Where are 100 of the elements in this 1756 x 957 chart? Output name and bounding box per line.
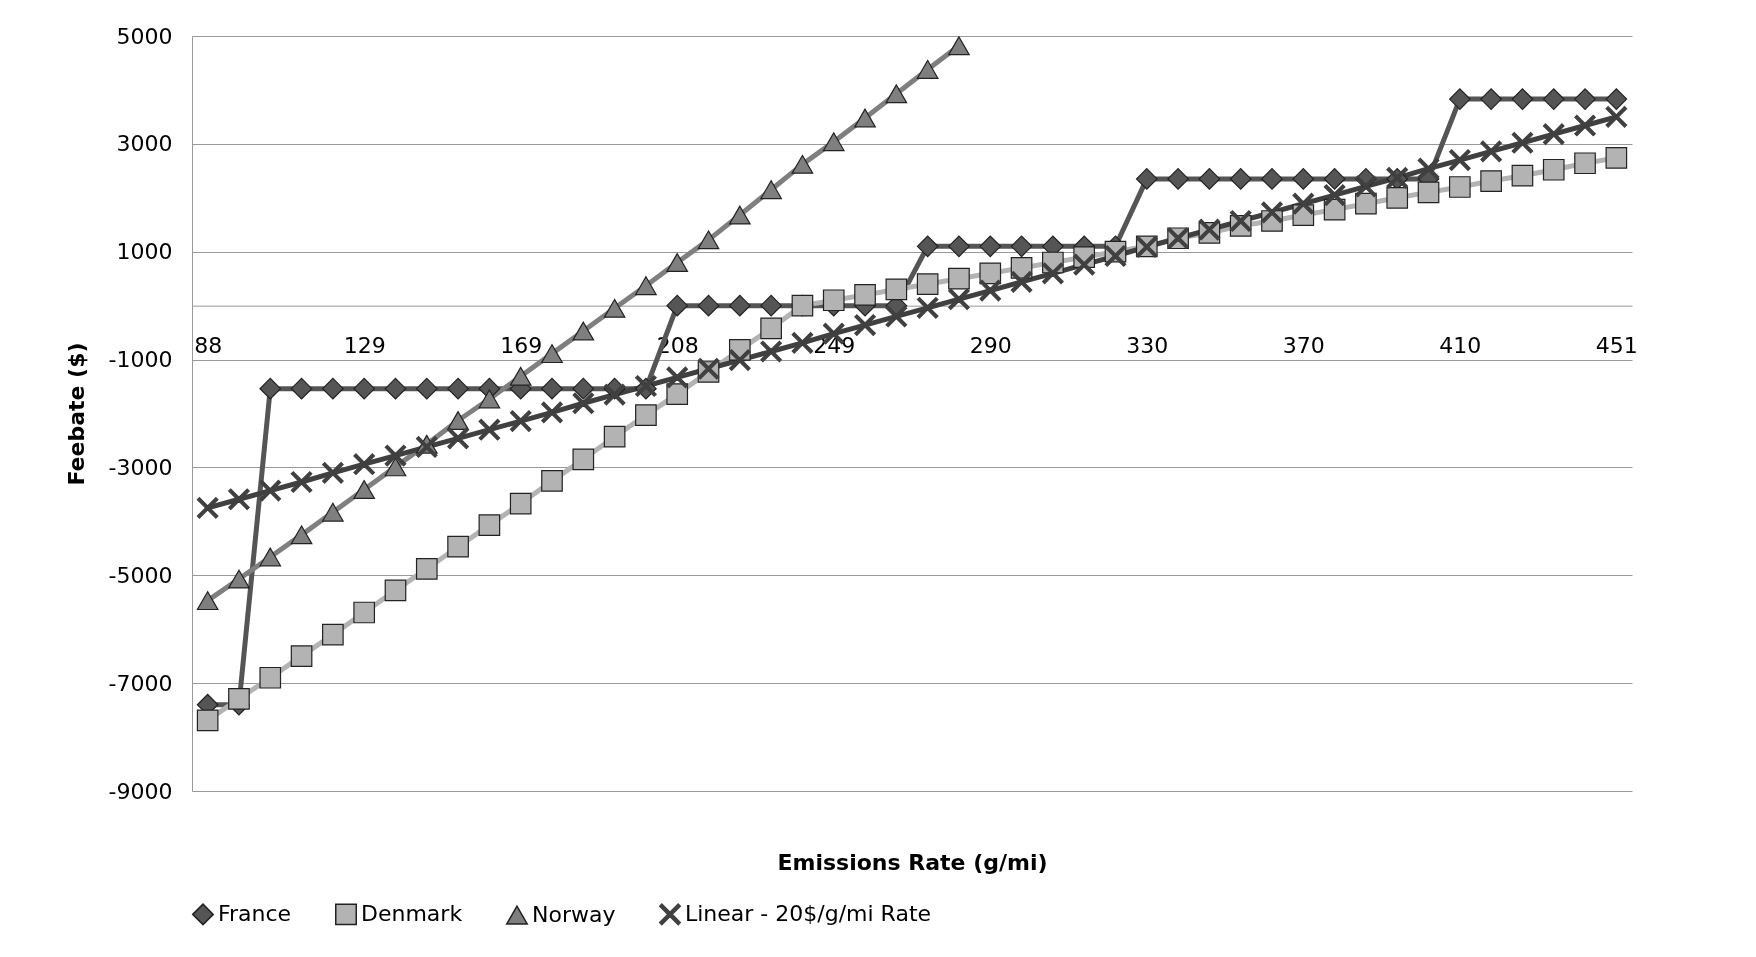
point [760, 340, 782, 363]
point [885, 278, 908, 301]
point [1605, 106, 1628, 128]
point [1042, 262, 1064, 285]
point [697, 230, 720, 250]
y-tick-label: -1000 [108, 347, 173, 373]
point [384, 444, 407, 467]
point [1417, 181, 1440, 204]
point [1511, 88, 1534, 110]
point [854, 108, 876, 128]
point [478, 389, 501, 409]
point [1261, 168, 1283, 190]
point [290, 525, 313, 545]
point [353, 480, 376, 500]
x-axis-title: Emissions Rate (g/mi) [777, 849, 1048, 875]
point [728, 349, 751, 371]
point [1542, 123, 1565, 145]
point [447, 427, 469, 450]
point [1605, 88, 1628, 110]
point [572, 321, 595, 341]
x-tick-label: 88 [194, 333, 223, 359]
y-axis-title: Feebate ($) [63, 342, 89, 486]
point [259, 666, 282, 689]
x-tick-label: 330 [1126, 333, 1169, 359]
point [509, 366, 532, 386]
point [666, 253, 689, 272]
point [259, 479, 282, 502]
point [603, 383, 626, 406]
point [1261, 201, 1283, 224]
point [384, 377, 407, 400]
point [603, 298, 626, 318]
point [791, 332, 814, 354]
point [541, 344, 563, 364]
point [1292, 192, 1315, 215]
point [948, 288, 970, 311]
point [885, 84, 908, 104]
point [1448, 149, 1471, 171]
point [1511, 131, 1534, 154]
point [1574, 114, 1596, 137]
point [541, 401, 563, 424]
point [822, 132, 845, 152]
point [509, 492, 532, 515]
point [259, 377, 282, 400]
point [1605, 147, 1628, 169]
point [885, 305, 908, 328]
point [384, 579, 407, 602]
point [572, 377, 595, 400]
point [228, 687, 250, 710]
y-tick-label: -3000 [108, 454, 173, 480]
x-tick-label: 451 [1595, 333, 1638, 359]
x-tick-label: 129 [343, 333, 386, 359]
point [447, 411, 469, 430]
point [1574, 88, 1596, 110]
point [1135, 168, 1158, 190]
point [415, 557, 438, 580]
point [1448, 88, 1471, 110]
point [760, 294, 782, 317]
legend-label: Linear - 20$/g/mi Rate [685, 901, 932, 927]
point [1480, 140, 1502, 163]
point [760, 180, 782, 200]
x-tick-label: 290 [969, 333, 1012, 359]
point [1323, 184, 1346, 206]
point [1448, 176, 1471, 198]
point [290, 471, 313, 493]
point [854, 284, 876, 306]
point [1542, 158, 1565, 181]
point [1323, 168, 1346, 190]
point [478, 514, 501, 536]
point [1386, 186, 1409, 209]
point [478, 418, 501, 441]
point [572, 392, 595, 415]
point [760, 317, 782, 340]
point [916, 296, 939, 319]
point [728, 205, 751, 225]
point [196, 709, 219, 732]
x-tick-label: 370 [1282, 333, 1325, 359]
point [447, 377, 469, 400]
y-tick-label: 3000 [116, 131, 173, 157]
point [196, 591, 219, 611]
legend-label: Norway [532, 902, 616, 928]
legend-label: Denmark [361, 901, 463, 927]
point [1480, 170, 1502, 192]
point [322, 502, 344, 522]
point [322, 623, 344, 646]
y-tick-label: -9000 [108, 778, 173, 804]
point [979, 235, 1002, 258]
y-tick-label: 5000 [116, 23, 173, 49]
point [1355, 192, 1377, 215]
point [1073, 253, 1096, 276]
y-tick-label: -7000 [108, 670, 173, 696]
x-tick-label: 410 [1439, 333, 1482, 359]
y-tick-label: -5000 [108, 562, 173, 588]
x-tick-label: 169 [500, 333, 543, 359]
y-tick-label: 1000 [116, 239, 173, 265]
point [1104, 245, 1127, 267]
point [1229, 168, 1252, 190]
point [635, 404, 657, 426]
point [948, 36, 970, 56]
point [290, 377, 313, 400]
point [415, 377, 438, 400]
